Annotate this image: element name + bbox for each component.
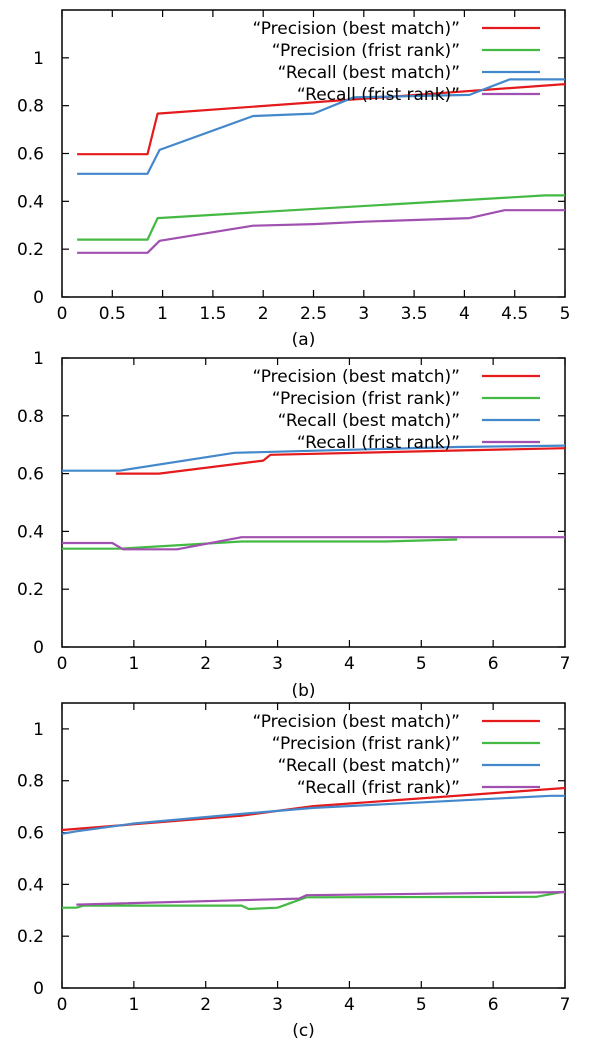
x-tick-label: 1: [157, 304, 168, 324]
series-line: [77, 194, 565, 241]
series-line: [61, 794, 565, 835]
plot-frame: [61, 357, 566, 648]
legend-label: “Recall (frist rank)”: [297, 778, 460, 798]
x-tick-label: 2.5: [300, 304, 327, 324]
x-tick-label: 5: [560, 304, 571, 324]
chart-panel: 0 1 2 3 4 5 6 7 0 0.2 0.4 0.6 0.8 1 “Precision (best m…: [17, 349, 570, 701]
x-tick-label: 4: [344, 654, 355, 674]
y-tick-label: 0: [33, 979, 44, 999]
y-tick-label: 0.2: [17, 240, 44, 260]
x-tick-label: 7: [560, 654, 571, 674]
series-line: [62, 444, 566, 472]
panel-label: (a): [292, 330, 316, 350]
x-tick-label: 1: [128, 995, 139, 1015]
chart-panel: 0 0.5 1 1.5 2 2.5 3 3.5 4 4.5 5 0 0.2 0.4 0.6 0.8 1 “Prec…: [17, 9, 571, 350]
legend-label: “Precision (best match)”: [252, 367, 460, 387]
x-tick-label: 3: [358, 304, 369, 324]
y-tick-label: 0.8: [17, 407, 44, 427]
y-tick-label: 0: [33, 288, 44, 308]
x-tick-label: 1.5: [199, 304, 226, 324]
series-line: [62, 890, 566, 911]
x-tick-label: 6: [488, 995, 499, 1015]
x-tick-label: 4: [459, 304, 470, 324]
legend-label: “Precision (frist rank)”: [272, 734, 460, 754]
x-tick-label: 5: [416, 995, 427, 1015]
x-tick-label: 4.5: [501, 304, 528, 324]
legend-label: “Precision (best match)”: [252, 712, 460, 732]
plot-frame: [61, 702, 566, 989]
series-line: [77, 209, 565, 254]
x-tick-label: 3: [272, 654, 283, 674]
x-tick-label: 1: [128, 654, 139, 674]
panel-label: (c): [292, 1021, 315, 1041]
x-tick-label: 3: [272, 995, 283, 1015]
legend-label: “Precision (frist rank)”: [272, 389, 460, 409]
x-tick-label: 7: [560, 995, 571, 1015]
x-tick-label: 2: [200, 654, 211, 674]
y-tick-label: 0: [33, 638, 44, 658]
x-tick-label: 2: [200, 995, 211, 1015]
y-tick-label: 0.4: [17, 875, 44, 895]
panel-label: (b): [291, 681, 315, 701]
x-tick-label: 0: [57, 304, 68, 324]
y-tick-label: 0.4: [17, 192, 44, 212]
y-tick-label: 0.2: [17, 580, 44, 600]
x-tick-label: 2: [258, 304, 269, 324]
series-line: [76, 891, 566, 906]
series-line: [115, 447, 566, 475]
x-tick-label: 4: [344, 995, 355, 1015]
y-tick-label: 1: [33, 720, 44, 740]
y-tick-label: 1: [33, 49, 44, 69]
x-tick-label: 0.5: [99, 304, 126, 324]
y-tick-label: 0.8: [17, 97, 44, 117]
x-tick-label: 0: [57, 995, 68, 1015]
x-tick-label: 3.5: [401, 304, 428, 324]
y-tick-label: 0.6: [17, 465, 44, 485]
legend-label: “Precision (frist rank)”: [272, 41, 460, 61]
legend-label: “Recall (best match)”: [278, 63, 460, 83]
y-tick-label: 0.8: [17, 772, 44, 792]
series-line: [62, 538, 458, 550]
y-tick-label: 0.4: [17, 522, 44, 542]
series-line: [77, 83, 566, 156]
x-tick-label: 6: [488, 654, 499, 674]
y-tick-label: 1: [33, 349, 44, 369]
legend-label: “Recall (best match)”: [278, 411, 460, 431]
legend-label: “Precision (best match)”: [252, 19, 460, 39]
legend-label: “Recall (best match)”: [278, 756, 460, 776]
y-tick-label: 0.6: [17, 145, 44, 165]
y-tick-label: 0.2: [17, 927, 44, 947]
series-line: [77, 78, 565, 175]
y-tick-label: 0.6: [17, 824, 44, 844]
x-tick-label: 0: [57, 654, 68, 674]
legend-label: “Recall (frist rank)”: [297, 85, 460, 105]
x-tick-label: 5: [416, 654, 427, 674]
legend-label: “Recall (frist rank)”: [297, 433, 460, 453]
chart-panel: 0 1 2 3 4 5 6 7 0 0.2 0.4 0.6 0.8 1 “Precision (best m…: [17, 702, 571, 1041]
series-line: [62, 536, 565, 551]
